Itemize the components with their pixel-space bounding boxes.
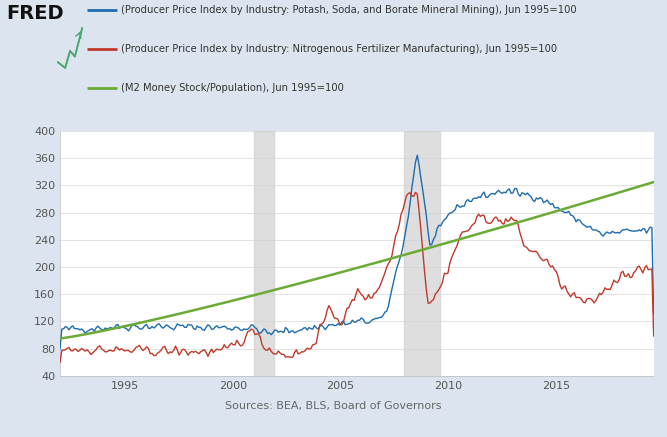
Bar [254, 131, 274, 376]
Text: FRED: FRED [7, 3, 64, 23]
Text: (Producer Price Index by Industry: Potash, Soda, and Borate Mineral Mining), Jun: (Producer Price Index by Industry: Potas… [121, 5, 577, 15]
Text: (Producer Price Index by Industry: Nitrogenous Fertilizer Manufacturing), Jun 19: (Producer Price Index by Industry: Nitro… [121, 44, 558, 54]
Text: (M2 Money Stock/Population), Jun 1995=100: (M2 Money Stock/Population), Jun 1995=10… [121, 83, 344, 93]
Bar [404, 131, 440, 376]
Text: Sources: BEA, BLS, Board of Governors: Sources: BEA, BLS, Board of Governors [225, 401, 442, 411]
